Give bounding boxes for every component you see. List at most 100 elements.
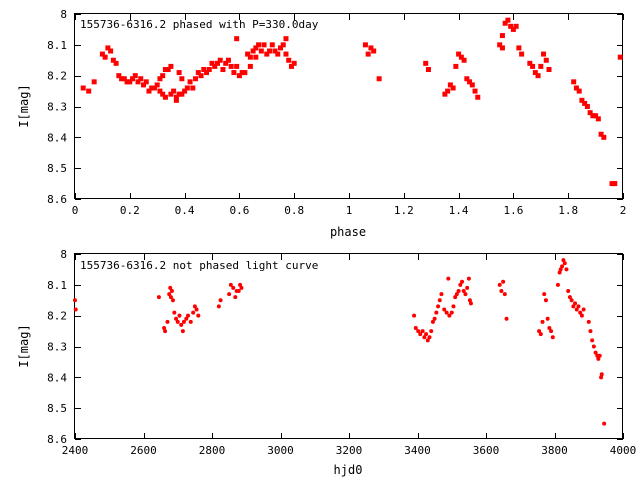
data-point bbox=[581, 307, 586, 312]
data-point bbox=[186, 313, 191, 318]
y-tick-label: 8.1 bbox=[47, 39, 67, 52]
data-point bbox=[162, 67, 168, 72]
data-point bbox=[187, 79, 193, 85]
data-point bbox=[179, 322, 184, 327]
data-point bbox=[143, 79, 149, 85]
data-point bbox=[119, 76, 125, 82]
data-point bbox=[228, 282, 233, 287]
data-point bbox=[141, 82, 146, 88]
data-point bbox=[508, 23, 514, 29]
data-point bbox=[176, 91, 182, 97]
data-point bbox=[102, 54, 108, 60]
data-point bbox=[588, 329, 593, 334]
data-point bbox=[236, 289, 241, 293]
x-tick-label: 3200 bbox=[336, 444, 363, 457]
data-point bbox=[561, 258, 566, 263]
data-point bbox=[168, 63, 174, 69]
data-point bbox=[412, 313, 417, 318]
x-tick-label: 0 bbox=[72, 204, 79, 217]
data-point bbox=[549, 329, 554, 334]
data-point bbox=[472, 88, 478, 94]
data-point bbox=[286, 57, 292, 63]
x-tick-label: 1 bbox=[346, 204, 353, 217]
data-point bbox=[590, 338, 595, 343]
axis-ticks bbox=[75, 254, 624, 440]
data-point bbox=[469, 82, 475, 88]
data-point bbox=[499, 45, 505, 51]
data-point bbox=[165, 319, 170, 324]
data-point bbox=[574, 307, 579, 312]
data-point bbox=[527, 60, 533, 66]
data-point bbox=[132, 73, 138, 79]
data-point bbox=[546, 67, 552, 72]
data-point bbox=[288, 63, 294, 69]
data-point bbox=[191, 310, 196, 315]
data-point bbox=[609, 181, 615, 187]
data-point bbox=[461, 289, 466, 293]
data-point bbox=[453, 295, 458, 300]
data-point bbox=[162, 326, 167, 330]
data-point bbox=[497, 282, 502, 287]
data-point bbox=[446, 276, 451, 281]
data-point bbox=[160, 91, 166, 97]
data-point bbox=[458, 282, 463, 287]
data-point bbox=[468, 301, 473, 306]
data-point bbox=[209, 60, 215, 66]
data-point bbox=[181, 319, 186, 324]
data-point bbox=[430, 319, 435, 324]
data-point bbox=[250, 48, 256, 54]
data-point bbox=[413, 326, 418, 330]
data-point bbox=[146, 88, 152, 94]
data-point bbox=[272, 48, 278, 54]
data-point bbox=[573, 301, 578, 306]
data-point bbox=[593, 113, 599, 119]
data-point bbox=[156, 295, 161, 300]
data-point bbox=[436, 304, 441, 309]
data-point bbox=[464, 76, 470, 82]
data-point bbox=[238, 282, 243, 287]
data-point bbox=[113, 60, 119, 66]
data-point bbox=[547, 326, 552, 330]
data-point bbox=[168, 295, 173, 300]
chart-title: 155736-6316.2 phased with P=330.0day bbox=[80, 18, 319, 31]
data-point bbox=[245, 51, 251, 57]
data-point bbox=[542, 292, 547, 297]
data-point bbox=[157, 76, 163, 82]
data-point bbox=[598, 131, 604, 137]
data-point bbox=[429, 329, 434, 334]
data-point bbox=[201, 67, 207, 72]
data-point bbox=[437, 298, 442, 303]
data-point bbox=[192, 304, 197, 309]
y-tick-label: 8.6 bbox=[47, 433, 67, 446]
data-point bbox=[617, 54, 623, 60]
data-point bbox=[590, 113, 596, 119]
x-tick-label: 1.8 bbox=[558, 204, 578, 217]
data-point bbox=[447, 313, 452, 318]
x-tick-label: 0.6 bbox=[229, 204, 249, 217]
data-point bbox=[190, 85, 196, 91]
y-axis-label: I[mag] bbox=[17, 84, 31, 127]
data-point bbox=[513, 23, 519, 29]
phased-light-curve-panel: 0 0.2 0.4 0.6 0.8 1 1.2 1.4 1.6 1.8 2 8 8.1 8.2 8.3 8.… bbox=[17, 8, 626, 239]
data-point bbox=[519, 51, 525, 57]
data-point bbox=[516, 45, 522, 51]
data-point bbox=[283, 36, 289, 42]
data-point bbox=[540, 319, 545, 324]
data-point bbox=[573, 85, 579, 91]
data-point bbox=[194, 307, 199, 312]
y-tick-label: 8.1 bbox=[47, 279, 67, 292]
data-point bbox=[173, 94, 179, 100]
data-point bbox=[423, 60, 429, 66]
data-point bbox=[368, 45, 374, 51]
data-point bbox=[465, 285, 470, 290]
data-point bbox=[432, 316, 437, 321]
data-point bbox=[188, 319, 193, 324]
data-point bbox=[562, 261, 567, 266]
x-tick-label: 2400 bbox=[62, 444, 89, 457]
data-point bbox=[362, 42, 368, 48]
data-point bbox=[418, 332, 423, 337]
data-point bbox=[105, 45, 111, 51]
data-point bbox=[576, 304, 581, 309]
data-point bbox=[171, 88, 177, 94]
data-point bbox=[597, 353, 602, 358]
